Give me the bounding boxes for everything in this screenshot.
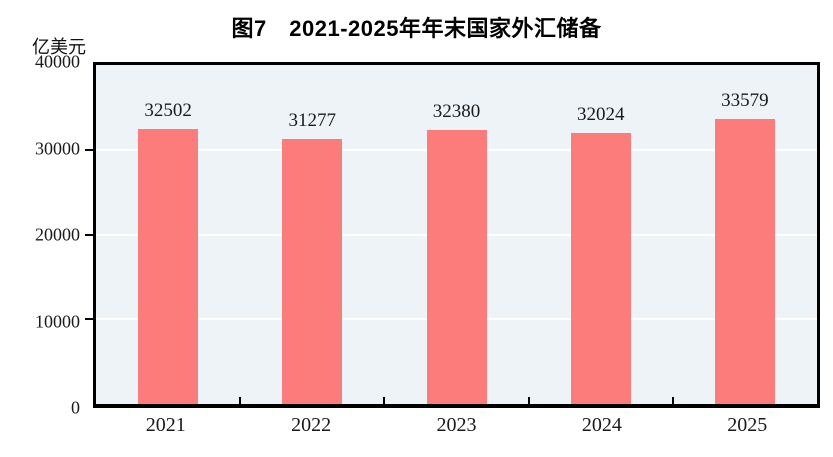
- y-axis-tick: [85, 233, 93, 236]
- y-tick-label: 10000: [35, 311, 80, 331]
- x-tick-label-2024: 2024: [581, 414, 622, 436]
- bar-2021: [138, 128, 199, 404]
- x-axis-tick: [671, 397, 674, 404]
- x-tick-label-2022: 2022: [291, 414, 332, 436]
- bar-value-label-2021: 32502: [144, 99, 192, 121]
- y-tick-label: 0: [71, 397, 80, 418]
- chart-title: 图7 2021-2025年年末国家外汇储备: [231, 16, 602, 41]
- x-tick-label-2025: 2025: [727, 414, 768, 436]
- x-axis-tick: [527, 397, 530, 404]
- x-axis-tick: [383, 397, 386, 404]
- x-axis: 2021 2022 2023 2024 2025: [93, 414, 820, 444]
- bar-2022: [282, 138, 343, 404]
- x-tick-label-2023: 2023: [436, 414, 477, 436]
- bar-2023: [426, 129, 487, 404]
- bar-2025: [714, 119, 775, 404]
- y-tick-label: 20000: [35, 224, 80, 245]
- plot-area: 32502 31277 32380 32024 33579: [85, 62, 820, 408]
- bar-value-label-2023: 32380: [432, 100, 481, 122]
- x-tick-label-2021: 2021: [145, 414, 186, 436]
- y-axis-unit-label: 亿美元: [32, 37, 86, 57]
- x-axis-tick: [239, 397, 242, 404]
- y-axis-tick: [85, 148, 93, 151]
- bar-value-label-2025: 33579: [721, 90, 769, 112]
- bar-value-label-2022: 31277: [288, 109, 337, 131]
- y-tick-label: 30000: [35, 138, 80, 158]
- y-axis: 0 10000 20000 30000 40000: [0, 52, 86, 418]
- bar-value-label-2024: 32024: [576, 103, 625, 125]
- y-tick-label: 40000: [35, 51, 80, 72]
- bar-2024: [570, 132, 631, 404]
- y-axis-tick: [85, 318, 93, 321]
